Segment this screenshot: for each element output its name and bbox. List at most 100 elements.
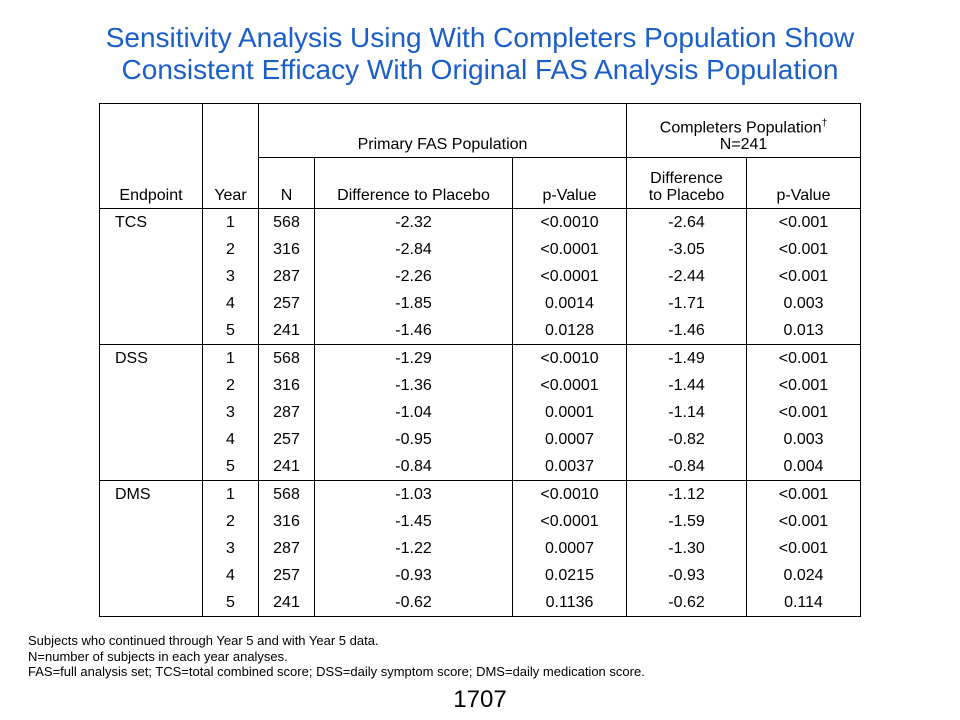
cell-diff-completers: -1.49: [626, 344, 747, 372]
cell-n: 316: [258, 508, 315, 535]
group-header-primary: Primary FAS Population: [258, 103, 627, 158]
cell-p-completers: 0.024: [746, 562, 861, 589]
cell-year: 5: [202, 453, 259, 481]
cell-endpoint: TCS: [99, 208, 203, 236]
cell-p-completers: 0.114: [746, 589, 861, 617]
cell-n: 287: [258, 535, 315, 562]
cell-year: 1: [202, 344, 259, 372]
cell-diff-primary: -1.46: [314, 317, 513, 345]
cell-p-completers: <0.001: [746, 236, 861, 263]
col-header-p-completers: p-Value: [746, 157, 861, 209]
cell-endpoint: [99, 589, 203, 617]
cell-n: 316: [258, 236, 315, 263]
col-header-endpoint: Endpoint: [99, 103, 203, 209]
footnote-abbreviations: FAS=full analysis set; TCS=total combine…: [28, 664, 645, 679]
cell-year: 3: [202, 263, 259, 290]
cell-diff-completers: -1.30: [626, 535, 747, 562]
table-row: 2 316 -1.36 <0.0001 -1.44 <0.001: [99, 372, 861, 399]
cell-p-primary: <0.0001: [512, 263, 627, 290]
cell-year: 4: [202, 562, 259, 589]
cell-endpoint: [99, 236, 203, 263]
col-header-year: Year: [202, 103, 259, 209]
table-body: TCS 1 568 -2.32 <0.0010 -2.64 <0.001 2 316 -2.84 <…: [99, 208, 861, 617]
cell-endpoint: [99, 263, 203, 290]
cell-year: 3: [202, 399, 259, 426]
group-header-completers: Completers Population† N=241: [626, 103, 861, 158]
cell-diff-completers: -2.64: [626, 208, 747, 236]
cell-p-completers: <0.001: [746, 208, 861, 236]
cell-endpoint: [99, 317, 203, 345]
cell-p-completers: <0.001: [746, 372, 861, 399]
cell-p-completers: 0.004: [746, 453, 861, 481]
cell-n: 568: [258, 344, 315, 372]
footnotes: Subjects who continued through Year 5 an…: [28, 633, 645, 680]
slide-title-line-1: Sensitivity Analysis Using With Complete…: [105, 22, 855, 53]
completers-n: N=241: [719, 136, 768, 153]
cell-diff-completers: -1.44: [626, 372, 747, 399]
cell-p-primary: 0.0014: [512, 290, 627, 317]
cell-n: 257: [258, 290, 315, 317]
cell-p-completers: 0.013: [746, 317, 861, 345]
page-number: 1707: [453, 686, 507, 713]
cell-p-primary: 0.0128: [512, 317, 627, 345]
cell-endpoint: [99, 453, 203, 481]
cell-n: 241: [258, 317, 315, 345]
cell-diff-completers: -0.93: [626, 562, 747, 589]
cell-p-primary: <0.0010: [512, 208, 627, 236]
cell-year: 1: [202, 480, 259, 508]
cell-n: 257: [258, 562, 315, 589]
cell-diff-primary: -1.85: [314, 290, 513, 317]
slide-title-line-2: Consistent Efficacy With Original FAS An…: [121, 54, 839, 85]
table-row: 4 257 -0.95 0.0007 -0.82 0.003: [99, 426, 861, 453]
cell-diff-completers: -3.05: [626, 236, 747, 263]
cell-diff-primary: -0.62: [314, 589, 513, 617]
completers-label: Completers Population: [659, 119, 822, 136]
cell-p-primary: <0.0010: [512, 480, 627, 508]
cell-p-primary: <0.0010: [512, 344, 627, 372]
cell-year: 1: [202, 208, 259, 236]
cell-n: 287: [258, 263, 315, 290]
footnote-completers: Subjects who continued through Year 5 an…: [28, 633, 379, 648]
table-row: TCS 1 568 -2.32 <0.0010 -2.64 <0.001: [99, 208, 861, 236]
dagger-mark: †: [821, 117, 828, 129]
cell-n: 241: [258, 589, 315, 617]
cell-diff-primary: -2.26: [314, 263, 513, 290]
cell-diff-completers: -1.12: [626, 480, 747, 508]
cell-endpoint: [99, 290, 203, 317]
cell-year: 2: [202, 372, 259, 399]
cell-endpoint: [99, 508, 203, 535]
cell-diff-primary: -2.84: [314, 236, 513, 263]
cell-n: 241: [258, 453, 315, 481]
cell-p-primary: <0.0001: [512, 508, 627, 535]
cell-endpoint: [99, 426, 203, 453]
cell-year: 2: [202, 236, 259, 263]
cell-diff-primary: -0.84: [314, 453, 513, 481]
table-row: 4 257 -1.85 0.0014 -1.71 0.003: [99, 290, 861, 317]
table-row: 4 257 -0.93 0.0215 -0.93 0.024: [99, 562, 861, 589]
cell-p-completers: <0.001: [746, 480, 861, 508]
cell-diff-primary: -1.04: [314, 399, 513, 426]
cell-diff-completers: -0.82: [626, 426, 747, 453]
cell-p-completers: <0.001: [746, 344, 861, 372]
cell-p-completers: <0.001: [746, 263, 861, 290]
cell-year: 5: [202, 589, 259, 617]
cell-p-completers: 0.003: [746, 290, 861, 317]
cell-p-primary: 0.0037: [512, 453, 627, 481]
cell-n: 257: [258, 426, 315, 453]
cell-p-primary: <0.0001: [512, 372, 627, 399]
slide-title: Sensitivity Analysis Using With Complete…: [0, 22, 960, 86]
cell-year: 5: [202, 317, 259, 345]
cell-p-primary: 0.1136: [512, 589, 627, 617]
table-row: 5 241 -1.46 0.0128 -1.46 0.013: [99, 317, 861, 345]
col-header-p-primary: p-Value: [512, 157, 627, 209]
table-row: DMS 1 568 -1.03 <0.0010 -1.12 <0.001: [99, 480, 861, 508]
cell-endpoint: [99, 535, 203, 562]
cell-p-primary: 0.0001: [512, 399, 627, 426]
table-row: DSS 1 568 -1.29 <0.0010 -1.49 <0.001: [99, 344, 861, 372]
cell-endpoint: [99, 562, 203, 589]
cell-p-completers: <0.001: [746, 535, 861, 562]
cell-diff-primary: -0.95: [314, 426, 513, 453]
cell-year: 2: [202, 508, 259, 535]
table-row: 5 241 -0.84 0.0037 -0.84 0.004: [99, 453, 861, 481]
cell-diff-primary: -1.03: [314, 480, 513, 508]
